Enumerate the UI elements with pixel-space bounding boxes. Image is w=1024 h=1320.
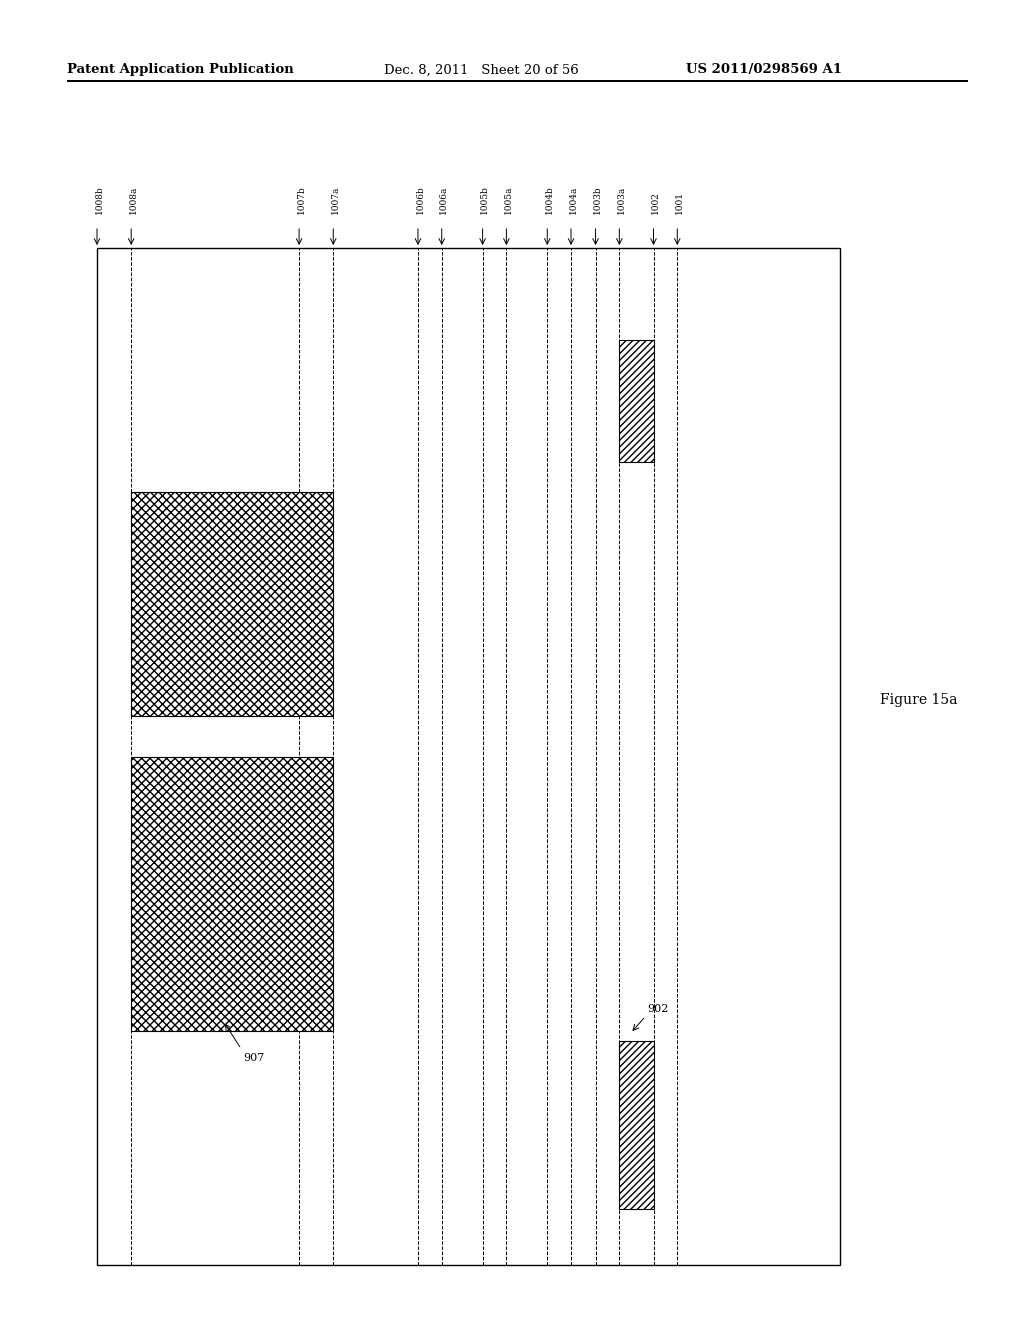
Text: 902: 902 [647, 1005, 669, 1014]
Text: 1004b: 1004b [545, 185, 554, 214]
Bar [620, 339, 653, 462]
Text: 1007a: 1007a [331, 186, 340, 214]
Text: 1003a: 1003a [616, 186, 626, 214]
Text: 1007b: 1007b [297, 185, 305, 214]
Text: 1006a: 1006a [439, 186, 449, 214]
Bar [97, 248, 840, 1265]
Text: 1002: 1002 [651, 191, 660, 214]
Bar [131, 756, 333, 1031]
Text: 1008b: 1008b [94, 185, 103, 214]
Text: 1006b: 1006b [416, 185, 425, 214]
Text: Dec. 8, 2011   Sheet 20 of 56: Dec. 8, 2011 Sheet 20 of 56 [384, 63, 579, 77]
Text: Figure 15a: Figure 15a [880, 693, 957, 708]
Text: 1001: 1001 [675, 191, 684, 214]
Text: US 2011/0298569 A1: US 2011/0298569 A1 [686, 63, 842, 77]
Bar [131, 492, 333, 715]
Text: 1005a: 1005a [504, 186, 513, 214]
Text: 1008a: 1008a [129, 186, 137, 214]
Text: Patent Application Publication: Patent Application Publication [67, 63, 293, 77]
Text: 1005b: 1005b [480, 185, 489, 214]
Text: 907: 907 [244, 1053, 264, 1063]
Text: 1003b: 1003b [593, 185, 602, 214]
Text: 1004a: 1004a [568, 186, 578, 214]
Bar [620, 1041, 653, 1209]
